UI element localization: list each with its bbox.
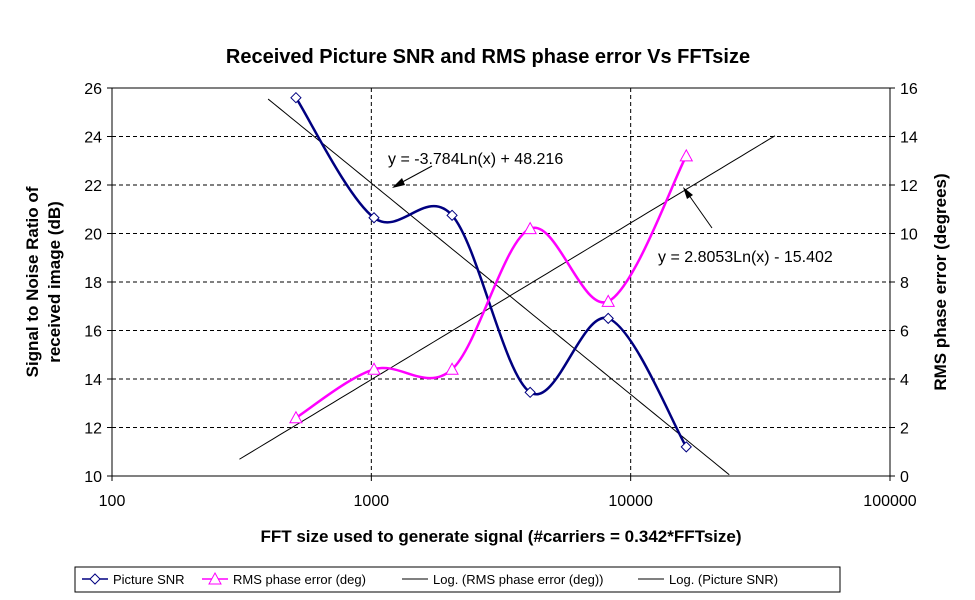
series-line-picture-snr — [294, 97, 688, 448]
data-point-rms-phase-error — [523, 221, 537, 235]
y2-tick-label: 12 — [900, 178, 918, 195]
data-point-picture-snr — [290, 91, 302, 104]
legend: Picture SNR RMS phase error (deg) Log. (RM… — [74, 566, 841, 593]
legend-marker-triangle — [208, 571, 222, 585]
trendline-equation-rms: y = 2.8053Ln(x) - 15.402 — [658, 249, 833, 266]
y2-tick-label: 8 — [900, 275, 909, 292]
y-tick-label: 18 — [84, 275, 102, 292]
y2-tick-label: 4 — [900, 372, 909, 389]
y-axis-left-ticks: 10 12 14 16 18 20 22 24 26 — [84, 81, 112, 486]
x-axis-label: FFT size used to generate signal (#carri… — [260, 527, 741, 546]
y-axis-right-ticks: 0 2 4 6 8 10 12 14 16 — [890, 81, 918, 486]
annotation-arrowhead-rms — [683, 187, 693, 199]
y2-tick-label: 2 — [900, 421, 909, 438]
gridlines — [112, 88, 890, 476]
y-axis-label-line2: received image (dB) — [45, 201, 64, 363]
y-axis-label-line1: Signal to Noise Ratio of — [23, 186, 42, 377]
x-tick-label: 100 — [99, 493, 126, 510]
y2-tick-label: 14 — [900, 130, 918, 147]
data-point-picture-snr — [524, 386, 536, 399]
legend-label: Picture SNR — [113, 572, 185, 587]
legend-label: Log. (RMS phase error (deg)) — [433, 572, 604, 587]
data-point-picture-snr — [446, 209, 458, 222]
y-tick-label: 16 — [84, 324, 102, 341]
data-point-rms-phase-error — [289, 410, 303, 424]
data-point-rms-phase-error — [679, 148, 694, 162]
annotation-arrowhead-snr — [392, 178, 405, 188]
x-tick-label: 1000 — [354, 493, 390, 510]
y-tick-label: 26 — [84, 81, 102, 98]
y2-axis-label: RMS phase error (degrees) — [931, 173, 950, 390]
y-axis-left-label: Signal to Noise Ratio of received image … — [23, 186, 64, 377]
y-axis-right-label: RMS phase error (degrees) — [931, 173, 950, 390]
data-point-rms-phase-error — [601, 294, 616, 307]
legend-label: Log. (Picture SNR) — [669, 572, 778, 587]
annotation-arrow-rms — [685, 190, 713, 229]
legend-items: Picture SNR RMS phase error (deg) Log. (RM… — [82, 571, 778, 587]
y2-tick-label: 10 — [900, 227, 918, 244]
trendline-picture-snr — [267, 98, 730, 476]
legend-marker-diamond — [89, 573, 101, 585]
data-point-picture-snr — [680, 441, 692, 453]
y2-tick-label: 0 — [900, 469, 909, 486]
x-axis-ticks: 100 1000 10000 100000 — [99, 476, 917, 510]
data-point-rms-phase-error — [367, 362, 381, 375]
y-tick-label: 20 — [84, 227, 102, 244]
series-markers — [289, 91, 694, 453]
y-tick-label: 10 — [84, 469, 102, 486]
annotation-arrows — [392, 165, 713, 229]
y-tick-label: 14 — [84, 372, 102, 389]
trendline-equation-snr: y = -3.784Ln(x) + 48.216 — [388, 151, 563, 168]
trendline-rms-phase-error — [239, 135, 776, 460]
data-point-picture-snr — [602, 312, 614, 325]
y-tick-label: 22 — [84, 178, 102, 195]
y2-tick-label: 16 — [900, 81, 918, 98]
legend-label: RMS phase error (deg) — [233, 572, 366, 587]
y2-tick-label: 6 — [900, 324, 909, 341]
x-tick-label: 10000 — [608, 493, 653, 510]
y-tick-label: 24 — [84, 130, 102, 147]
x-tick-label: 100000 — [863, 493, 916, 510]
data-point-rms-phase-error — [445, 362, 459, 375]
data-point-picture-snr — [368, 212, 380, 224]
y-tick-label: 12 — [84, 421, 102, 438]
chart-title: Received Picture SNR and RMS phase error… — [226, 46, 750, 68]
